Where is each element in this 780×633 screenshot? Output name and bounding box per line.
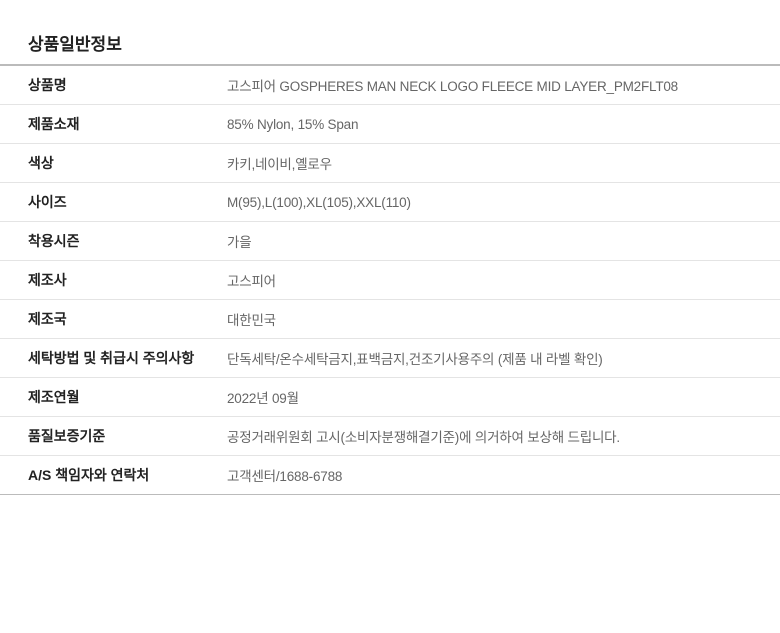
table-row: 세탁방법 및 취급시 주의사항 단독세탁/온수세탁금지,표백금지,건조기사용주의 … <box>0 339 780 378</box>
table-row: 색상 카키,네이비,옐로우 <box>0 144 780 183</box>
row-label: 제조연월 <box>28 389 80 405</box>
table-row: 품질보증기준 공정거래위원회 고시(소비자분쟁해결기준)에 의거하여 보상해 드립… <box>0 417 780 456</box>
row-label: 착용시즌 <box>28 233 80 249</box>
row-value: 단독세탁/온수세탁금지,표백금지,건조기사용주의 (제품 내 라벨 확인) <box>227 352 603 367</box>
section-title: 상품일반정보 <box>28 35 122 54</box>
row-label: A/S 책임자와 연락처 <box>28 467 150 483</box>
row-value: 가을 <box>227 235 252 250</box>
table-row: A/S 책임자와 연락처 고객센터/1688-6788 <box>0 456 780 494</box>
row-value: 2022년 09월 <box>227 391 299 406</box>
row-label: 품질보증기준 <box>28 428 106 444</box>
row-label: 상품명 <box>28 77 67 93</box>
table-row: 제조사 고스피어 <box>0 261 780 300</box>
row-label: 제조사 <box>28 272 67 288</box>
row-value: 고객센터/1688-6788 <box>227 469 343 484</box>
row-label: 사이즈 <box>28 194 67 210</box>
row-value: 고스피어 <box>227 274 276 289</box>
row-value: 카키,네이비,옐로우 <box>227 157 332 172</box>
row-label: 색상 <box>28 155 54 171</box>
table-row: 사이즈 M(95),L(100),XL(105),XXL(110) <box>0 183 780 222</box>
row-label: 제품소재 <box>28 116 80 132</box>
row-value: 공정거래위원회 고시(소비자분쟁해결기준)에 의거하여 보상해 드립니다. <box>227 430 620 445</box>
row-value: 85% Nylon, 15% Span <box>227 116 359 132</box>
table-row: 제조연월 2022년 09월 <box>0 378 780 417</box>
table-row: 착용시즌 가을 <box>0 222 780 261</box>
table-row: 상품명 고스피어 GOSPHERES MAN NECK LOGO FLEECE M… <box>0 66 780 105</box>
row-value: 고스피어 GOSPHERES MAN NECK LOGO FLEECE MID … <box>227 79 678 94</box>
row-label: 제조국 <box>28 311 67 327</box>
table-row: 제조국 대한민국 <box>0 300 780 339</box>
row-label: 세탁방법 및 취급시 주의사항 <box>28 350 195 366</box>
table-row: 제품소재 85% Nylon, 15% Span <box>0 105 780 144</box>
product-info-table: 상품명 고스피어 GOSPHERES MAN NECK LOGO FLEECE M… <box>0 64 780 495</box>
row-value: 대한민국 <box>227 313 276 328</box>
row-value: M(95),L(100),XL(105),XXL(110) <box>227 194 411 210</box>
